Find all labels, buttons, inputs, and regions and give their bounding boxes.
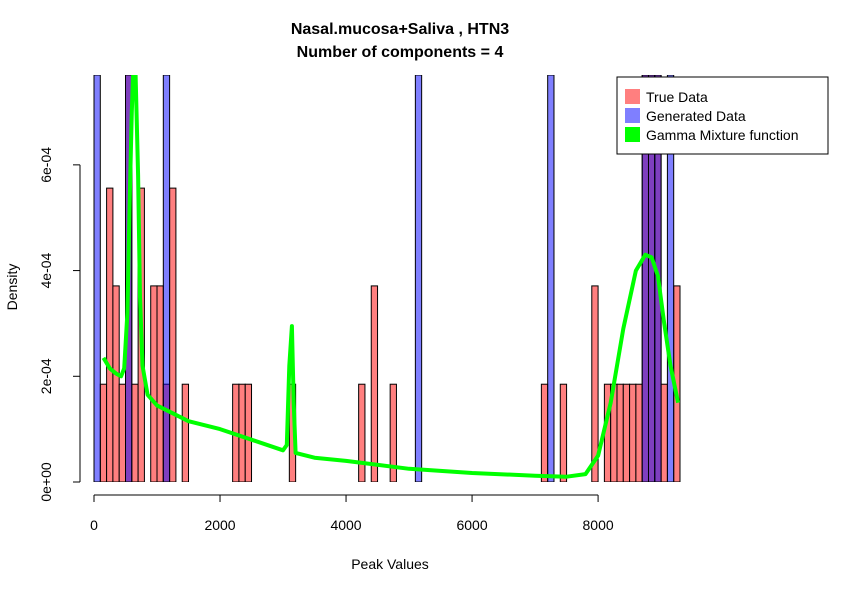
chart-title: Nasal.mucosa+Saliva , HTN3 bbox=[291, 21, 509, 38]
legend-label-2: Gamma Mixture function bbox=[646, 127, 799, 143]
generated-data-bar-2 bbox=[162, 75, 171, 482]
true-data-bar-17 bbox=[370, 285, 379, 482]
x-tick-label-0: 0 bbox=[90, 517, 98, 533]
true-data-bar-3 bbox=[118, 383, 127, 482]
y-tick-label-2: 4e-04 bbox=[38, 252, 54, 288]
generated-data-bar-8 bbox=[666, 75, 675, 482]
true-data-bar-14 bbox=[244, 383, 253, 482]
x-tick-label-2: 4000 bbox=[330, 517, 361, 533]
x-axis: 0 2000 4000 6000 8000 bbox=[90, 494, 614, 533]
true-data-bar-7 bbox=[150, 285, 158, 482]
true-data-bar-20 bbox=[559, 383, 568, 482]
legend: True Data Generated Data Gamma Mixture fun… bbox=[616, 76, 829, 155]
y-tick-label-1: 2e-04 bbox=[38, 358, 54, 394]
legend-swatch-2 bbox=[625, 127, 640, 142]
legend-swatch-1 bbox=[625, 108, 640, 123]
true-data-bar-16 bbox=[358, 383, 366, 482]
y-axis: 0e+00 2e-04 4e-04 6e-04 bbox=[38, 147, 81, 502]
x-tick-label-1: 2000 bbox=[204, 517, 235, 533]
x-axis-label: Peak Values bbox=[351, 556, 429, 572]
gamma-mixture-layer bbox=[101, 75, 681, 479]
chart-subtitle: Number of components = 4 bbox=[297, 44, 504, 61]
legend-box bbox=[616, 76, 829, 155]
generated-data-bar-0 bbox=[93, 75, 101, 482]
true-data-bar-11 bbox=[181, 383, 190, 482]
y-tick-label-3: 6e-04 bbox=[38, 147, 54, 183]
gamma-mixture-curve bbox=[101, 75, 681, 479]
true-data-bar-10 bbox=[169, 187, 177, 482]
legend-label-1: Generated Data bbox=[646, 108, 746, 124]
true-data-bar-19 bbox=[540, 383, 549, 482]
true-data-bar-26 bbox=[629, 383, 637, 482]
true-data-bar-24 bbox=[616, 383, 624, 482]
legend-swatch-0 bbox=[625, 89, 640, 104]
generated-data-bars bbox=[93, 75, 675, 482]
true-data-bar-5 bbox=[131, 383, 139, 482]
generated-data-bar-4 bbox=[547, 75, 555, 482]
true-data-bar-25 bbox=[622, 383, 631, 482]
true-data-bar-21 bbox=[591, 285, 599, 482]
true-data-bar-18 bbox=[389, 383, 397, 482]
legend-label-0: True Data bbox=[646, 89, 708, 105]
true-data-bar-1 bbox=[106, 187, 114, 482]
y-tick-label-0: 0e+00 bbox=[38, 462, 54, 502]
true-data-bar-13 bbox=[238, 383, 246, 482]
true-data-bar-8 bbox=[156, 285, 164, 482]
true-data-bar-31 bbox=[660, 383, 668, 482]
x-tick-label-4: 8000 bbox=[583, 517, 614, 533]
true-data-bar-27 bbox=[635, 383, 643, 482]
true-data-bar-2 bbox=[112, 285, 120, 482]
x-tick-label-3: 6000 bbox=[456, 517, 487, 533]
true-data-bar-0 bbox=[99, 383, 108, 482]
y-axis-label: Density bbox=[4, 264, 20, 311]
generated-data-bar-3 bbox=[414, 75, 423, 482]
